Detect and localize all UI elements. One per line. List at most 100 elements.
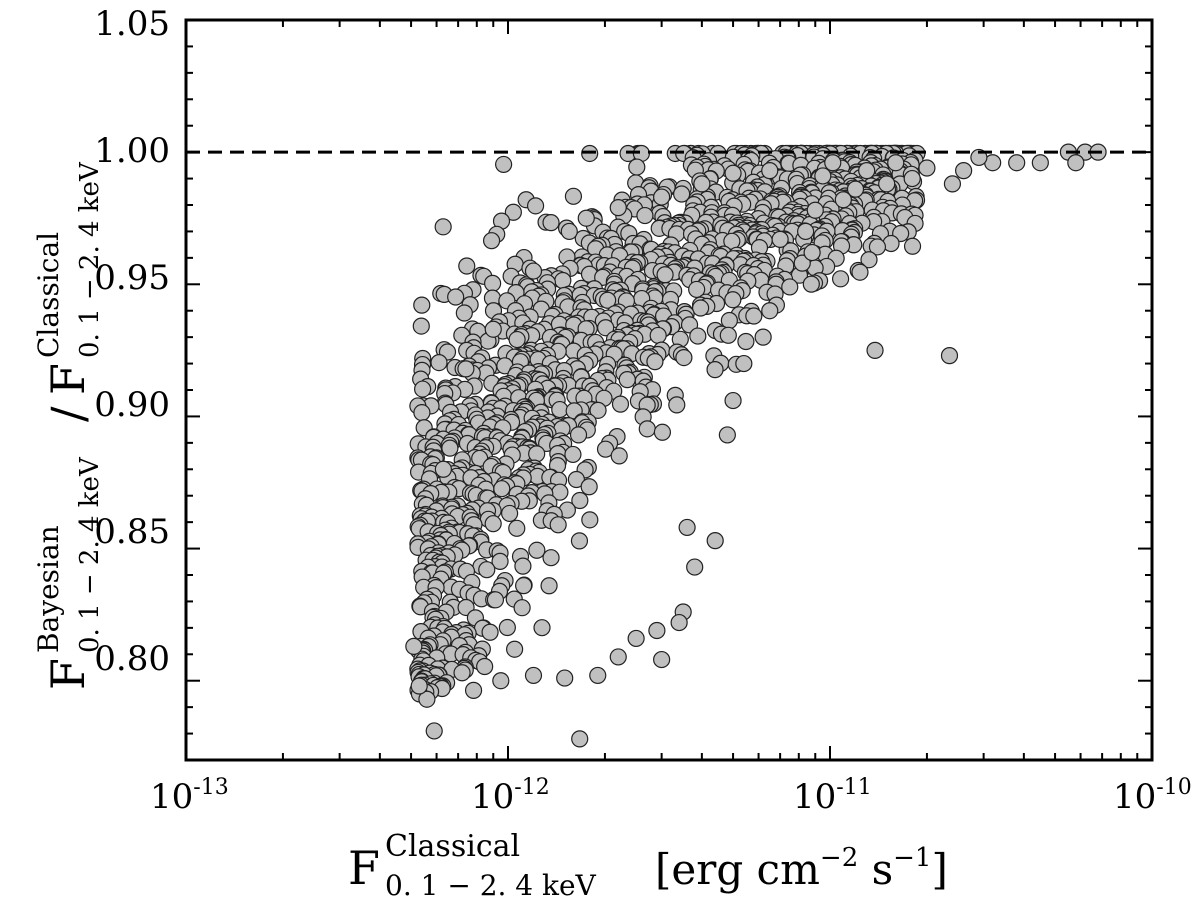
data-point [482,232,501,250]
data-point [706,532,724,550]
data-point [528,541,546,559]
y-axis-label-divider: / [41,406,95,422]
data-point [493,480,511,498]
data-point [405,637,423,655]
data-point [434,218,452,236]
data-point [724,391,742,410]
x-tick-label: 10-11 [793,775,872,817]
data-point [526,197,545,215]
data-point [434,460,452,478]
y-tick-label: 0.90 [94,385,170,425]
data-point [806,201,824,219]
data-point [903,237,922,255]
data-point [653,650,671,669]
x-axis-label: F Classical 0. 1 − 2. 4 keV [erg cm−2 s−… [348,829,948,902]
data-point [596,440,615,458]
data-point [803,243,821,262]
data-point [851,263,869,281]
data-point [501,504,519,523]
data-point [646,353,664,371]
data-point [418,690,436,708]
data-point [737,332,755,351]
data-point [1031,154,1049,172]
x-tick-label: 10-12 [471,775,550,817]
data-point [508,330,526,349]
data-point [868,238,887,256]
data-point [670,613,688,632]
data-point [611,395,630,413]
data-point [761,302,779,320]
data-point [441,439,459,457]
data-point [609,648,627,666]
data-point [425,722,443,740]
data-point [724,291,742,309]
data-point [628,158,646,176]
y-axis-label-num-superscript: Bayesian [32,525,65,653]
data-point [577,209,595,227]
data-point [846,180,865,198]
data-point [528,445,546,463]
data-point [567,470,585,489]
y-axis-label-den-symbol: F [41,363,95,395]
data-point [745,307,763,325]
data-point [556,669,574,687]
data-point [653,423,672,441]
data-point [464,681,483,699]
data-point [514,557,532,575]
data-point [455,304,473,322]
data-point [653,188,671,206]
data-point [484,320,502,338]
data-point [761,162,779,180]
x-tick-label: 10-13 [150,775,229,817]
y-axis-label-num-subscript: 0. 1 − 2. 4 keV [75,456,105,653]
data-point [410,677,428,695]
data-point [834,191,852,209]
data-point [724,164,742,182]
y-tick-label: 0.85 [94,512,170,552]
data-point [797,222,815,241]
data-point [918,159,936,177]
data-point [551,400,569,419]
data-point [589,401,607,419]
y-tick-label: 0.95 [94,258,170,298]
y-tick-label: 0.80 [94,639,170,679]
data-point [656,266,674,284]
data-point [831,270,850,288]
data-point [638,420,656,438]
data-point [513,599,531,617]
data-point [564,445,582,464]
data-point [678,518,696,537]
data-point [693,175,711,193]
x-axis-label-units: [erg cm−2 s−1] [655,843,948,894]
y-tick-labels: 0.80 0.85 0.90 0.95 1.00 1.05 [94,4,170,679]
data-point [540,577,558,595]
data-point [549,516,567,534]
data-point [771,230,789,248]
data-point [599,291,617,309]
data-point [675,348,693,367]
data-point [887,154,905,172]
data-point [940,347,959,365]
data-point [668,396,686,414]
data-point [542,214,560,232]
data-point [486,591,505,609]
y-axis-label-den-subscript: 0. 1 − 2. 4 keV [75,161,105,358]
data-point [610,447,628,465]
data-point [481,623,499,641]
data-point [955,162,973,180]
data-point [688,280,706,299]
data-point [484,274,502,292]
data-point [718,426,736,444]
data-point [484,515,502,533]
axis-ticks [185,19,1153,760]
data-point [508,519,526,537]
data-point [506,640,524,658]
data-point [495,155,513,174]
data-point [860,251,878,269]
data-point [627,629,645,648]
data-point [478,561,496,579]
data-point [414,380,432,398]
x-axis-label-symbol: F [348,841,380,895]
data-point [903,169,921,188]
data-point [706,361,724,379]
